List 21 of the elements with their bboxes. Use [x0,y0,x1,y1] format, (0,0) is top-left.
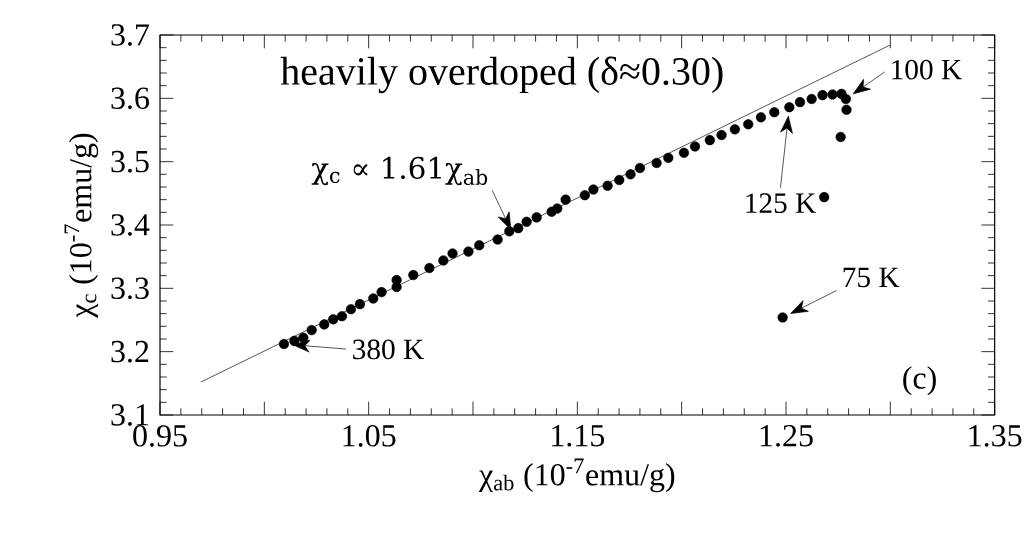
annotation: heavily overdoped (δ≈0.30) [280,56,723,94]
annotation: χ$_{c}$ ∝ 1.61χ$_{ab}$ [311,156,488,186]
x-axis-title: χ$_{ab}$ (10$^{-7}$emu/g) [479,458,675,493]
y-tick-label: 3.1 [111,404,149,426]
x-tick-label: 0.95 [133,425,187,447]
x-tick-label: 1.25 [760,425,813,447]
y-tick-label: 3.4 [111,214,150,236]
y-tick-label: 3.2 [111,340,149,363]
y-tick-label: 3.5 [111,150,149,173]
y-tick-label: 3.6 [111,87,149,110]
annotation: 75 K [843,267,900,288]
annotation: 100 K [892,59,962,80]
x-tick-label: 1.35 [969,425,1022,447]
y-tick-label: 3.3 [111,277,149,300]
x-tick-label: 1.05 [343,425,396,447]
y-tick-label: 3.7 [111,24,150,46]
y-axis-title: χ$_{c}$ (10$^{-7}$emu/g) [64,133,99,318]
annotation: (c) [903,366,936,396]
x-tick-label: 1.15 [552,425,605,447]
annotation: 125 K [746,193,816,214]
annotation: 380 K [353,339,424,360]
